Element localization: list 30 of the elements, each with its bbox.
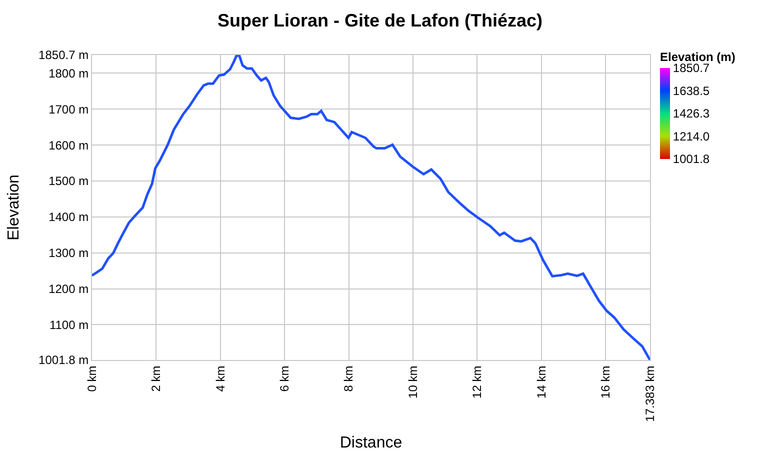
x-tick-label: 10 km — [406, 366, 420, 398]
x-tick-label: 2 km — [149, 366, 164, 392]
color-bar-label: 1850.7 — [672, 61, 710, 76]
color-bar-label: 1001.8 — [672, 152, 710, 166]
y-tick-label: 1800 m — [48, 66, 89, 80]
y-tick-label: 1200 m — [48, 282, 89, 296]
x-tick-label: 8 km — [342, 366, 356, 392]
x-tick-label: 6 km — [278, 366, 292, 392]
y-tick-label: 1300 m — [48, 246, 89, 260]
y-axis-title: Elevation — [5, 174, 22, 240]
color-bar-label: 1426.3 — [672, 106, 710, 121]
x-tick-label: 14 km — [534, 366, 548, 398]
x-tick-label: 16 km — [598, 366, 613, 398]
x-tick-label: 4 km — [213, 366, 228, 392]
y-tick-label: 1500 m — [48, 174, 89, 188]
color-bar-title: Elevation (m) — [660, 50, 736, 64]
x-axis-title: Distance — [340, 434, 402, 452]
y-tick-label: 1700 m — [48, 102, 89, 116]
y-tick-label: 1850.7 m — [38, 48, 89, 62]
color-bar-label: 1214.0 — [672, 129, 710, 144]
y-tick-label: 1100 m — [49, 318, 89, 332]
x-tick-label: 17.383 km — [642, 366, 657, 422]
y-tick-label: 1400 m — [48, 210, 89, 224]
y-tick-label: 1600 m — [48, 138, 89, 152]
chart-title: Super Lioran - Gite de Lafon (Thiézac) — [217, 10, 543, 30]
color-bar-label: 1638.5 — [672, 84, 710, 98]
y-tick-label: 1001.8 m — [38, 353, 89, 368]
x-tick-label: 12 km — [470, 366, 484, 398]
x-tick-label: 0 km — [84, 366, 99, 392]
line-series — [92, 55, 650, 360]
